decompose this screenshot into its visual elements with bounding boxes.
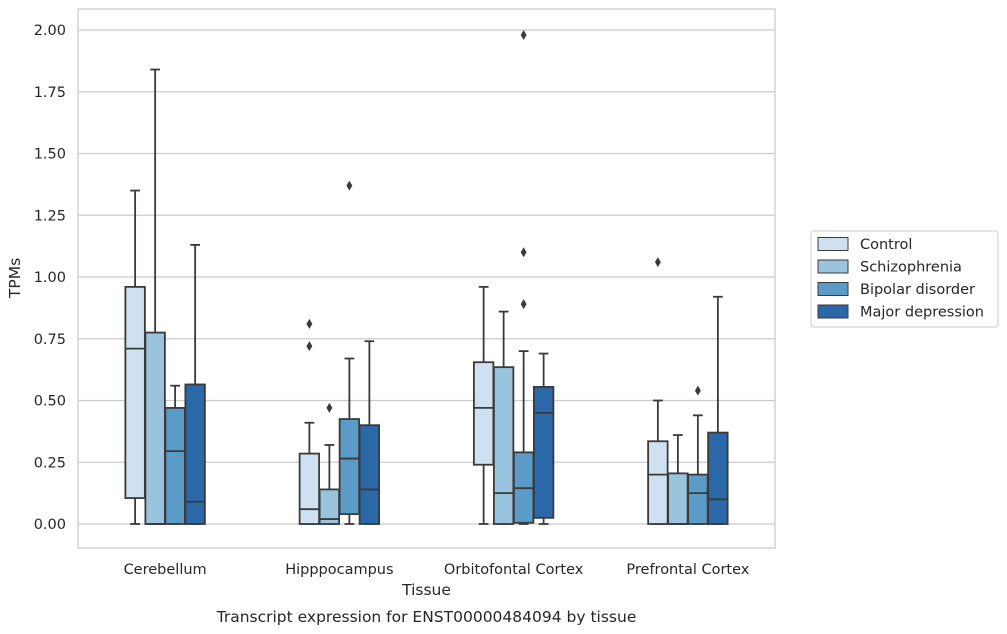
box: [184, 243, 206, 525]
y-tick-label: 0.50: [34, 394, 66, 410]
y-tick-label: 1.50: [34, 147, 66, 163]
box-iqr: [338, 418, 361, 516]
x-tick-label: Cerebellum: [124, 562, 207, 578]
x-axis-ticks: Cerebellum Hipppocampus Orbitofontal Corte…: [124, 562, 750, 578]
box-iqr: [472, 361, 495, 466]
box: [532, 352, 555, 525]
x-tick-label: Prefrontal Cortex: [626, 562, 749, 578]
box: [492, 310, 515, 525]
y-tick-label: 1.25: [34, 208, 66, 224]
y-axis-label: TPMs: [6, 258, 24, 299]
outlier-point: [326, 402, 333, 413]
box-iqr: [492, 366, 515, 525]
outlier-point: [306, 318, 313, 329]
y-tick-label: 0.25: [34, 455, 66, 471]
box-iqr: [144, 331, 166, 525]
outlier-point: [654, 257, 661, 268]
box: [707, 295, 729, 525]
box-series: [124, 29, 729, 525]
box-iqr: [647, 440, 669, 525]
y-tick-label: 1.00: [34, 270, 66, 286]
outlier-point: [520, 29, 527, 40]
box-iqr: [124, 285, 146, 499]
y-tick-label: 0.75: [34, 332, 66, 348]
box-iqr: [164, 407, 186, 525]
box-iqr: [298, 452, 321, 525]
plot-frame: [77, 8, 776, 549]
chart-caption: Transcript expression for ENST0000048409…: [216, 608, 637, 626]
y-tick-label: 2.00: [34, 23, 66, 39]
legend-entry: Major depression: [860, 305, 984, 321]
x-axis-label: Tissue: [401, 581, 451, 599]
legend-swatch: [817, 259, 849, 274]
y-axis-ticks: 0.00 0.25 0.50 0.75 1.00 1.25 1.50 1.75 2.00: [34, 23, 66, 533]
box: [647, 257, 669, 525]
box-iqr: [184, 383, 206, 525]
legend-swatch: [817, 282, 849, 296]
legend-entry: Bipolar disorder: [860, 282, 975, 298]
outlier-point: [694, 385, 701, 396]
outlier-point: [520, 299, 527, 310]
outlier-point: [346, 180, 353, 191]
box: [318, 402, 341, 525]
y-tick-label: 0.00: [34, 517, 66, 533]
legend: Control Schizophrenia Bipolar disorder Majo…: [810, 230, 999, 328]
legend-swatch: [817, 304, 849, 319]
series-control: [124, 189, 669, 525]
legend-entry: Control: [860, 237, 912, 253]
box: [512, 29, 535, 525]
outlier-point: [306, 341, 313, 352]
legend-frame: [810, 230, 999, 328]
box: [472, 285, 495, 525]
box-iqr: [687, 473, 709, 525]
box-iqr: [532, 386, 555, 519]
box: [358, 340, 381, 525]
x-tick-label: Orbitofontal Cortex: [444, 562, 584, 578]
box-iqr: [667, 472, 689, 525]
x-tick-label: Hipppocampus: [285, 562, 393, 578]
box-iqr: [358, 424, 381, 525]
box-iqr: [707, 431, 729, 525]
y-tick-label: 1.75: [34, 85, 66, 101]
series-major-depression: [184, 243, 729, 525]
outlier-point: [520, 247, 527, 258]
legend-swatch: [817, 237, 849, 251]
legend-entry: Schizophrenia: [860, 260, 962, 276]
box: [298, 318, 321, 525]
